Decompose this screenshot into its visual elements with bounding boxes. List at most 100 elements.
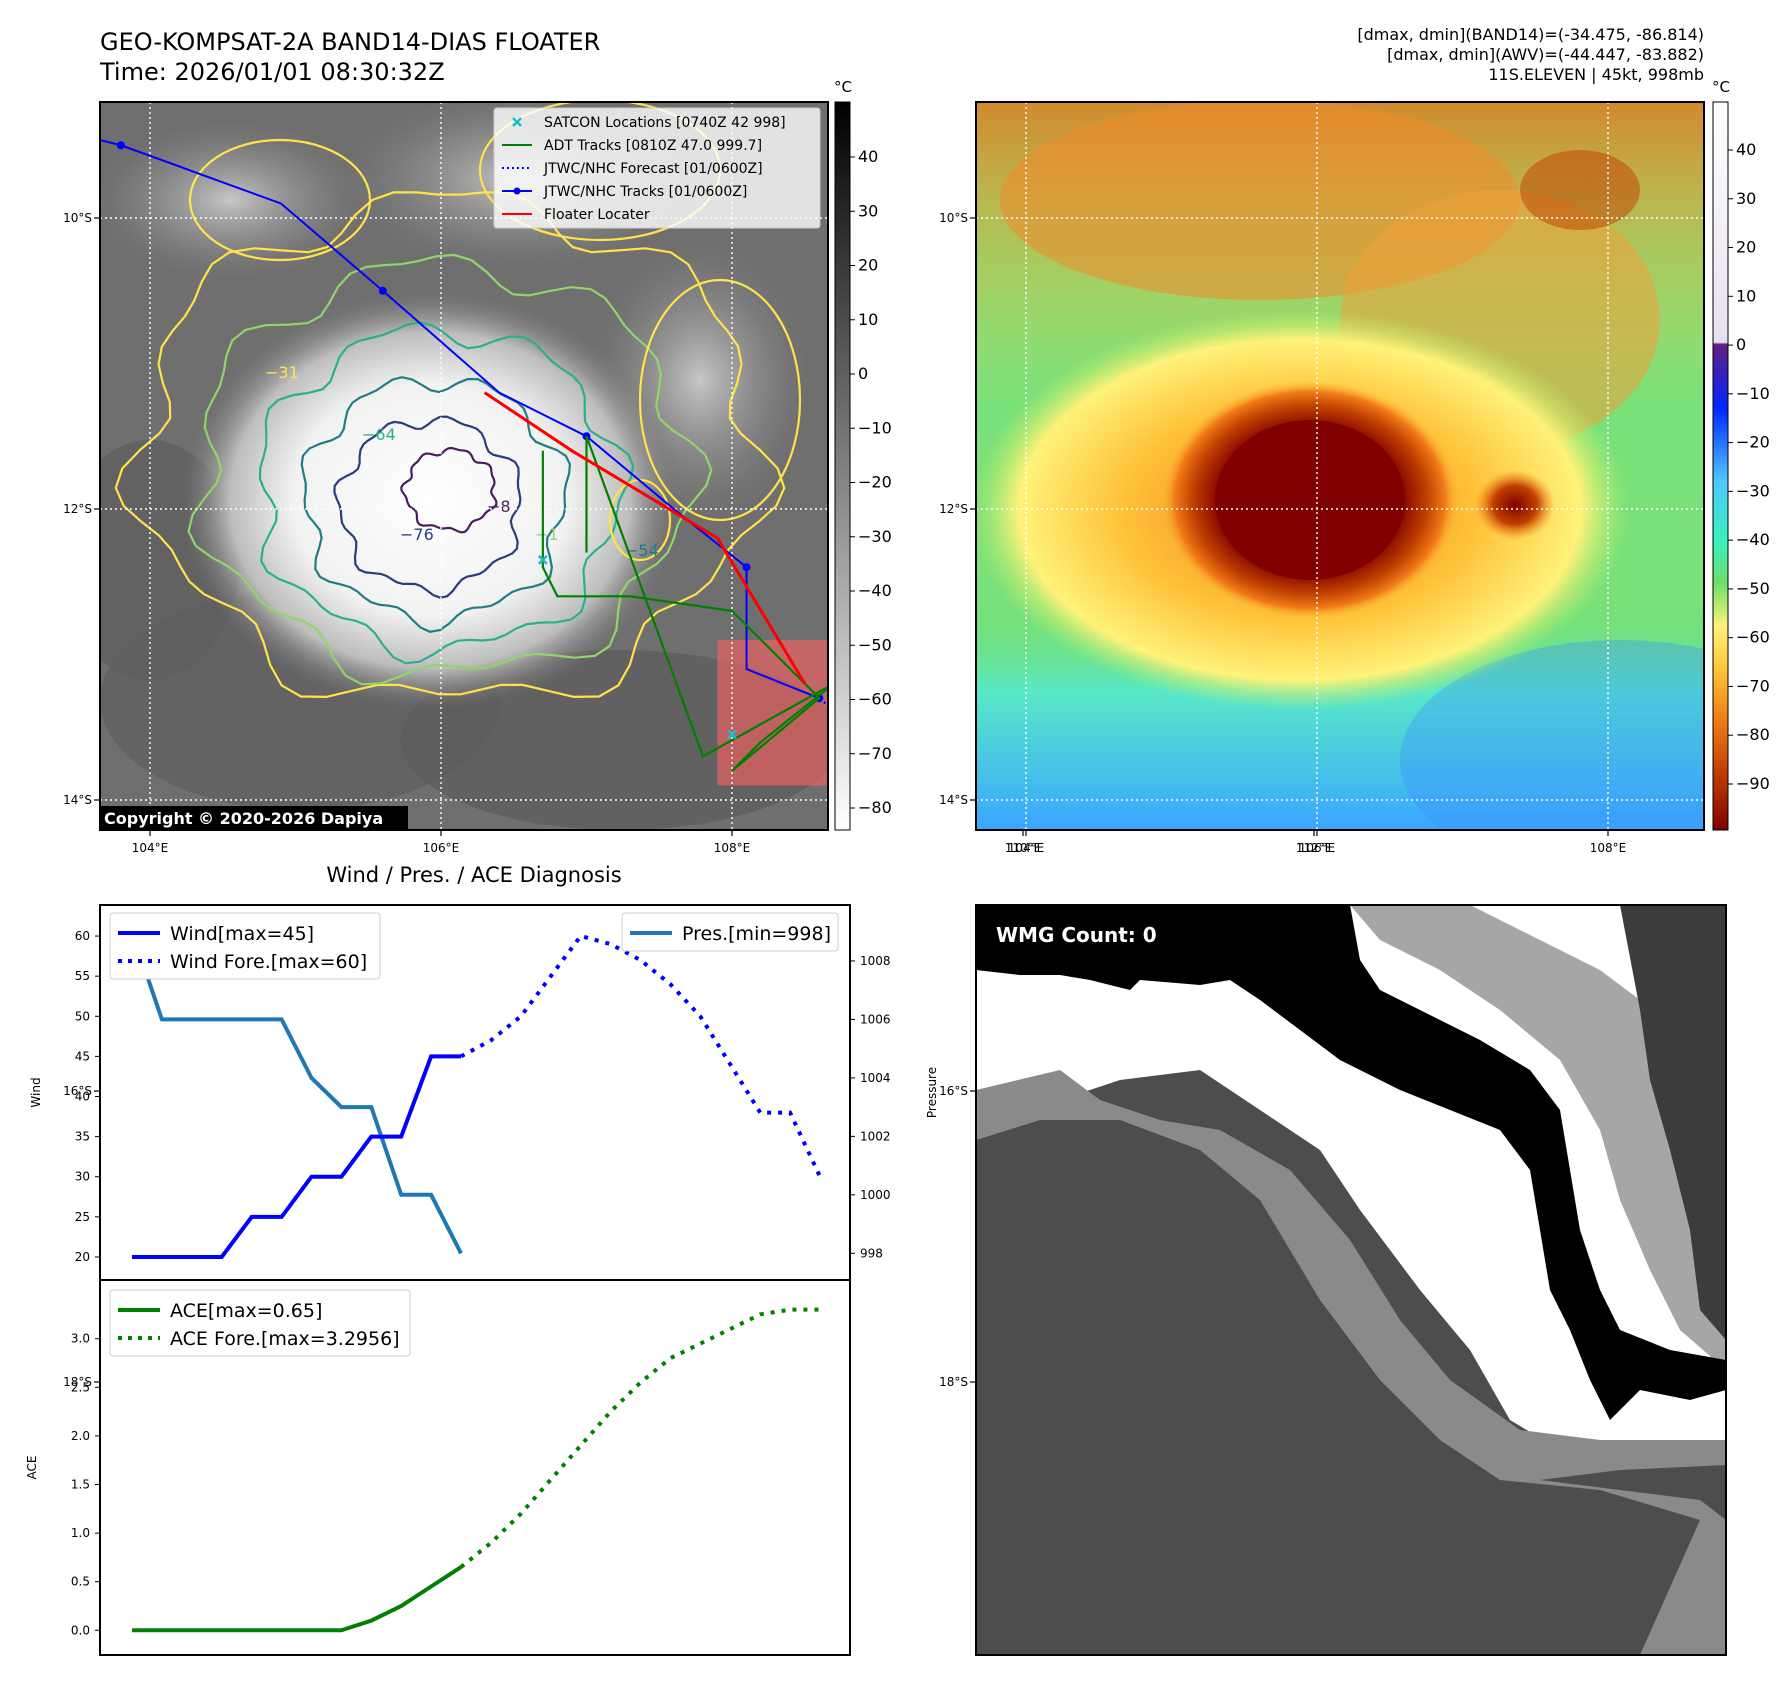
- chart-legend-label: Wind Fore.[max=60]: [170, 951, 367, 973]
- jtwc-track-point: [59, 127, 67, 135]
- y-tick-label: 35: [75, 1130, 90, 1144]
- colorbar-tick-label: −40: [858, 581, 892, 600]
- colorbar-tick-label: 0: [858, 364, 868, 383]
- info-line-2: [dmax, dmin](AWV)=(-44.447, -83.882): [1387, 45, 1704, 64]
- jtwc-track-point: [116, 141, 125, 150]
- lon-tick-label: 104°E: [132, 841, 169, 855]
- y-tick-label: 2.0: [71, 1429, 90, 1443]
- wv-axis-ticks: 104°E 106°E 108°E 110°E 112°E 10°S 12°S 14°S 16°…: [939, 211, 1627, 1389]
- ace-axis-label: ACE: [25, 1456, 39, 1480]
- colorbar-tick-label: −70: [858, 744, 892, 763]
- y-tick-label: 2.5: [71, 1380, 90, 1394]
- y-tick-label: 1.5: [71, 1478, 90, 1492]
- colorbar-tick-label: 30: [1736, 189, 1756, 208]
- legend-entry: ADT Tracks [0810Z 47.0 999.7]: [502, 138, 762, 154]
- legend-label: ADT Tracks [0810Z 47.0 999.7]: [544, 138, 762, 154]
- lat-tick-label: 14°S: [939, 793, 968, 807]
- colorbar-tick-label: 40: [1736, 140, 1756, 159]
- wmg-region-light: [1350, 905, 1726, 1370]
- adt-track-line: [541, 435, 828, 772]
- wmg-region-dark: [976, 1070, 1726, 1655]
- wind-axis-label: Wind: [29, 1077, 43, 1107]
- colorbar-tick-label: 30: [858, 201, 878, 220]
- y-tick-label: 1.0: [71, 1526, 90, 1540]
- ir-contour-label: −8: [487, 497, 511, 516]
- satcon-marker: [537, 555, 548, 565]
- y-tick-label: 20: [75, 1250, 90, 1264]
- chart-legend-label: ACE Fore.[max=3.2956]: [170, 1328, 400, 1350]
- ir-contour-patch: [638, 278, 802, 522]
- y-tick-label-right: 998: [860, 1246, 883, 1260]
- pressure-axis-label: Pressure: [925, 1067, 939, 1118]
- ir-contour-label: −76: [400, 525, 434, 544]
- lat-tick-label: 10°S: [63, 211, 92, 225]
- y-tick-label-right: 1008: [860, 954, 891, 968]
- floater-locater-line: [483, 391, 807, 685]
- y-tick-label: 45: [75, 1049, 90, 1063]
- series-line: [130, 931, 463, 1255]
- legend-label: JTWC/NHC Tracks [01/0600Z]: [543, 184, 747, 200]
- lon-tick-label: 104°E: [1008, 841, 1045, 855]
- jtwc-track-line: [100, 138, 820, 700]
- colorbar-tick-label: −10: [1736, 384, 1770, 403]
- ir-contour-ring: [258, 321, 635, 665]
- wv-gridlines: [976, 102, 1704, 830]
- ir-contour-labels: −31 −76 −54 −8 −1 −64: [265, 363, 659, 560]
- wmg-region-darkest: [1620, 905, 1726, 1340]
- ir-colorbar: [834, 101, 851, 831]
- ir-map-panel: −31 −76 −54 −8 −1 −64 SATCON Locations [0740Z…: [59, 78, 1332, 1389]
- series-line: [459, 1307, 820, 1569]
- chart-legend: ACE[max=0.65] ACE Fore.[max=3.2956]: [109, 1289, 411, 1357]
- lat-tick-label: 10°S: [939, 211, 968, 225]
- legend-entry: JTWC/NHC Forecast [01/0600Z]: [502, 161, 763, 177]
- jtwc-track-point: [378, 286, 387, 295]
- colorbar-tick-label: −10: [858, 418, 892, 437]
- wv-colorbar: [1712, 101, 1729, 831]
- colorbar-tick-label: −70: [1736, 676, 1770, 695]
- colorbar-tick-label: −80: [1736, 725, 1770, 744]
- lon-tick-label: 108°E: [714, 841, 751, 855]
- colorbar-tick-label: −30: [1736, 481, 1770, 500]
- ir-contour-ring: [187, 253, 713, 686]
- wv-map-panel: 104°E 106°E 108°E 110°E 112°E 10°S 12°S 14°S 16°…: [939, 78, 1770, 1389]
- chart-legend-label: Pres.[min=998]: [682, 923, 831, 945]
- colorbar-tick-label: −50: [858, 635, 892, 654]
- jtwc-track-point: [742, 563, 751, 572]
- colorbar-tick-label: −20: [1736, 433, 1770, 452]
- y-tick-label: 30: [75, 1170, 90, 1184]
- colorbar-tick-label: 0: [1736, 335, 1746, 354]
- wmg-panel: WMG Count: 0: [975, 904, 1727, 1656]
- figure-time: Time: 2026/01/01 08:30:32Z: [99, 58, 445, 86]
- y-tick-label: 0.5: [71, 1575, 90, 1589]
- lon-tick-label: 110°E: [1005, 841, 1042, 855]
- ir-contour-label: −64: [362, 425, 396, 444]
- colorbar-tick-label: −60: [1736, 628, 1770, 647]
- lat-tick-label: 18°S: [939, 1375, 968, 1389]
- chart-title: Wind / Pres. / ACE Diagnosis: [326, 863, 621, 887]
- colorbar-tick-label: 10: [858, 310, 878, 329]
- figure-title: GEO-KOMPSAT-2A BAND14-DIAS FLOATER: [100, 28, 600, 56]
- info-line-1: [dmax, dmin](BAND14)=(-34.475, -86.814): [1357, 25, 1704, 44]
- colorbar-tick-label: −50: [1736, 579, 1770, 598]
- colorbar-tick-label: −90: [1736, 774, 1770, 793]
- wind-pressure-chart: 20 25 30 35 40 45 50 55 60 998 1000 1002 1004 1006 100…: [29, 904, 939, 1281]
- lat-tick-label: 12°S: [939, 502, 968, 516]
- y-tick-label: 40: [75, 1090, 90, 1104]
- ir-contour-ring: [114, 191, 786, 699]
- wmg-count-label: WMG Count: 0: [996, 923, 1157, 947]
- colorbar-tick-label: −40: [1736, 530, 1770, 549]
- chart-legend: Wind[max=45] Wind Fore.[max=60]: [109, 912, 381, 980]
- lat-tick-label: 14°S: [63, 793, 92, 807]
- series-line: [132, 1054, 461, 1259]
- lon-tick-label: 106°E: [1299, 841, 1336, 855]
- legend-entry: SATCON Locations [0740Z 42 998]: [512, 115, 786, 131]
- lon-tick-label: 108°E: [1590, 841, 1627, 855]
- y-tick-label: 55: [75, 969, 90, 983]
- ir-legend: SATCON Locations [0740Z 42 998] ADT Track…: [493, 107, 821, 229]
- chart-legend-label: ACE[max=0.65]: [170, 1300, 322, 1322]
- floater-box: [717, 639, 828, 786]
- legend-label: Floater Locater: [544, 207, 650, 223]
- wmg-region-black: [976, 905, 1726, 1420]
- colorbar-tick-label: −30: [858, 527, 892, 546]
- y-tick-label: 60: [75, 929, 90, 943]
